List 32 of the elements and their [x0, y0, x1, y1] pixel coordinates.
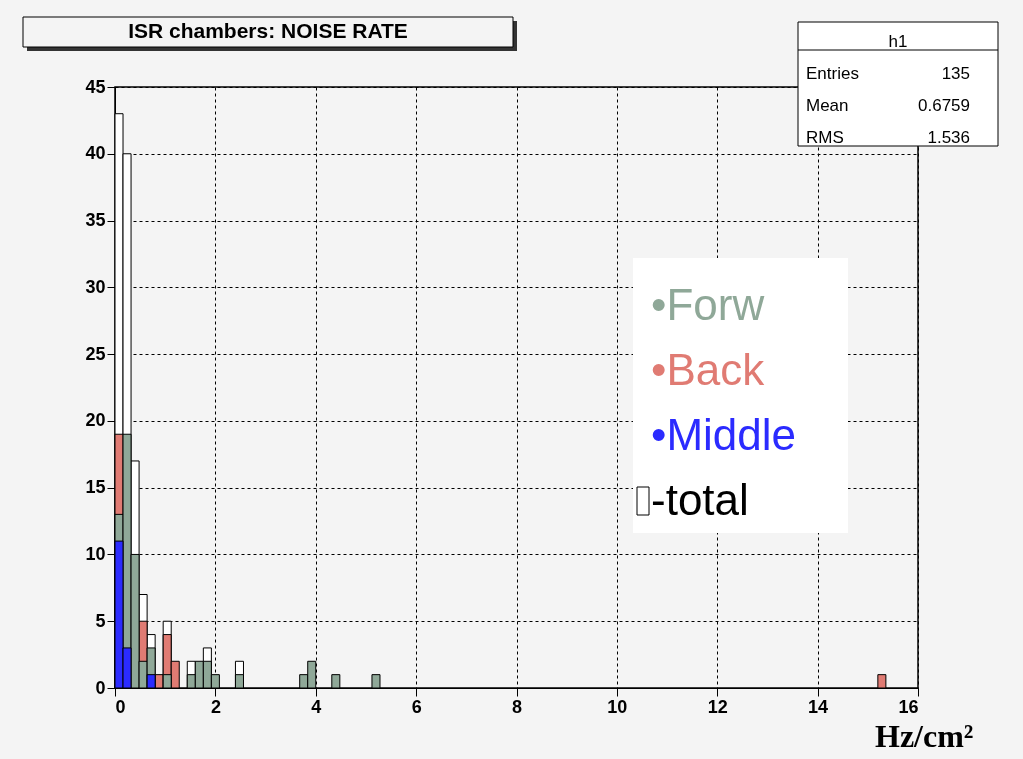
text: 1.536: [927, 128, 970, 147]
annotation: 0.6759: [918, 96, 970, 115]
y-tick-label: 10: [85, 543, 106, 564]
y-tick-label: 25: [85, 343, 106, 364]
text: •Back: [651, 345, 766, 394]
x-tick-label: 0: [115, 696, 126, 717]
x-tick-label: 16: [898, 696, 919, 717]
text: •Middle: [651, 410, 797, 459]
x-tick-label: 8: [511, 696, 523, 717]
y-tick-label: 15: [85, 477, 106, 498]
text: h1: [888, 32, 908, 51]
y-tick-label: 0: [95, 677, 106, 698]
y-tick-label: 20: [85, 410, 106, 431]
x-tick-label: 6: [411, 696, 422, 717]
text: Entries: [806, 64, 859, 83]
y-tick-label: 5: [95, 610, 106, 631]
y-tick-label: 40: [85, 143, 106, 164]
x-tick-label: 4: [311, 696, 322, 717]
annotation: Mean: [806, 96, 849, 115]
x-tick-label: 12: [707, 696, 728, 717]
legend-label: -total: [651, 475, 749, 524]
annotation: RMS: [806, 128, 844, 147]
y-tick-label: 35: [85, 210, 106, 231]
text: 135: [941, 64, 970, 83]
x-axis-title: Hz/cm²: [875, 718, 974, 754]
chart-title: ISR chambers: NOISE RATE: [128, 19, 408, 42]
x-tick-label: 14: [808, 696, 829, 717]
x-tick-label: 2: [210, 696, 221, 717]
y-tick-label: 30: [85, 276, 106, 297]
text: •Forw: [651, 280, 765, 329]
y-tick-label: 45: [85, 76, 106, 97]
x-tick-label: 10: [607, 696, 628, 717]
